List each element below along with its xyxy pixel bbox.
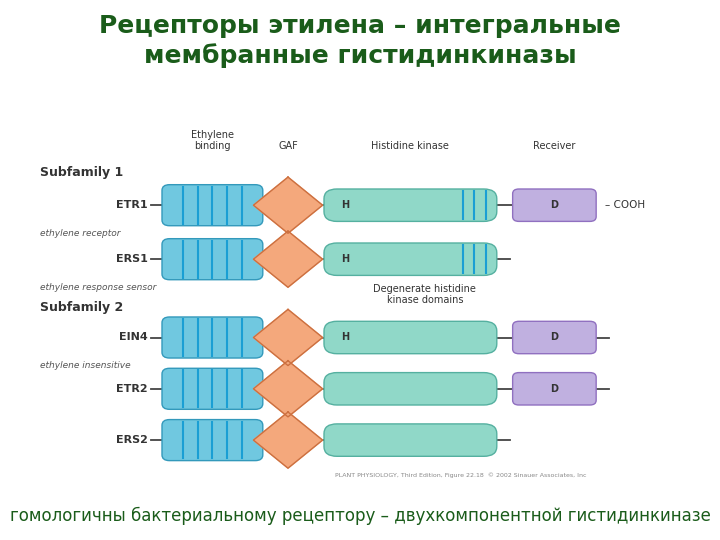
Text: Receiver: Receiver [534,141,575,151]
Text: PLANT PHYSIOLOGY, Third Edition, Figure 22.18  © 2002 Sinauer Associates, Inc: PLANT PHYSIOLOGY, Third Edition, Figure … [335,472,587,478]
Text: ethylene receptor: ethylene receptor [40,229,120,238]
Text: ERS1: ERS1 [116,254,148,264]
Text: EIN4: EIN4 [119,333,148,342]
Text: Subfamily 1: Subfamily 1 [40,166,123,179]
FancyBboxPatch shape [513,189,596,221]
Polygon shape [253,361,323,417]
Text: мембранные гистидинкиназы: мембранные гистидинкиназы [144,43,576,68]
FancyBboxPatch shape [324,373,497,405]
FancyBboxPatch shape [162,185,263,226]
FancyBboxPatch shape [513,373,596,405]
FancyBboxPatch shape [162,239,263,280]
Text: Subfamily 2: Subfamily 2 [40,301,123,314]
Polygon shape [253,309,323,366]
FancyBboxPatch shape [324,424,497,456]
Text: – COOH: – COOH [605,200,645,210]
Text: Рецепторы этилена – интегральные: Рецепторы этилена – интегральные [99,14,621,37]
FancyBboxPatch shape [324,321,497,354]
FancyBboxPatch shape [513,321,596,354]
Text: D: D [550,200,559,210]
Text: D: D [550,333,559,342]
Text: H: H [341,200,350,210]
Text: H: H [341,254,350,264]
Text: ethylene insensitive: ethylene insensitive [40,361,130,370]
FancyBboxPatch shape [162,420,263,461]
Polygon shape [253,231,323,287]
Text: Histidine kinase: Histidine kinase [372,141,449,151]
Text: ETR1: ETR1 [116,200,148,210]
Text: гомологичны бактериальному рецептору – двухкомпонентной гистидинкиназе: гомологичны бактериальному рецептору – д… [9,507,711,525]
Polygon shape [253,412,323,468]
Text: GAF: GAF [278,141,298,151]
Text: Degenerate histidine
kinase domains: Degenerate histidine kinase domains [374,284,476,305]
FancyBboxPatch shape [324,189,497,221]
Text: D: D [550,384,559,394]
Polygon shape [253,177,323,233]
Text: ethylene response sensor: ethylene response sensor [40,283,156,292]
FancyBboxPatch shape [324,243,497,275]
Text: Ethylene
binding: Ethylene binding [191,130,234,151]
Text: H: H [341,333,350,342]
Text: ETR2: ETR2 [116,384,148,394]
FancyBboxPatch shape [162,317,263,358]
Text: ERS2: ERS2 [116,435,148,445]
FancyBboxPatch shape [162,368,263,409]
